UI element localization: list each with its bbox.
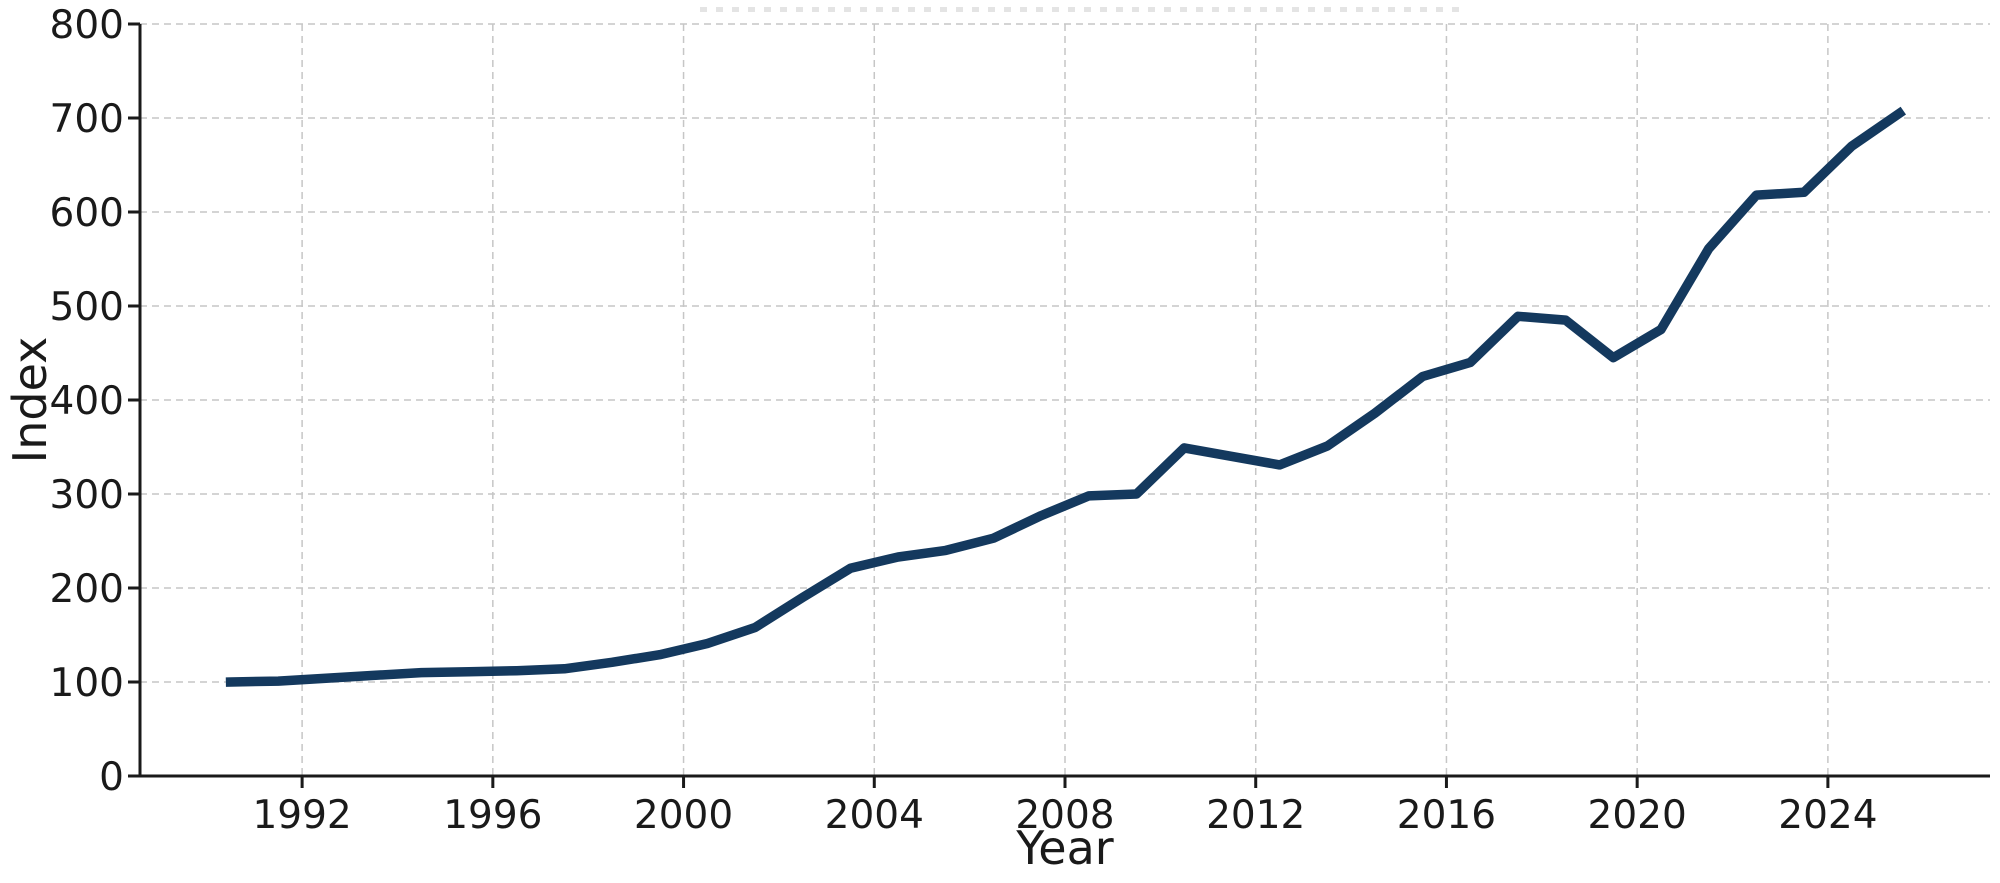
y-axis-title: Index	[3, 337, 57, 464]
x-tick-label-2008: 2008	[1015, 793, 1114, 838]
x-tick-label-2004: 2004	[825, 793, 924, 838]
y-tick-label-0: 0	[99, 755, 124, 800]
y-tick-label-800: 800	[50, 3, 124, 48]
y-tick-label-700: 700	[50, 97, 124, 142]
x-tick-label-1996: 1996	[443, 793, 542, 838]
y-tick-label-100: 100	[50, 661, 124, 706]
gridlines	[140, 23, 1990, 777]
x-tick-label-1992: 1992	[252, 793, 351, 838]
tick-marks	[128, 22, 1830, 788]
series-line-index	[225, 106, 1907, 687]
x-axis-title: Year	[1015, 821, 1113, 875]
x-tick-label-2012: 2012	[1206, 793, 1305, 838]
tick-labels: 0 100 200 300 400 500 600 700 800 1992 1996 2000 200…	[50, 3, 1878, 838]
x-tick-label-2000: 2000	[634, 793, 733, 838]
y-tick-label-400: 400	[50, 379, 124, 424]
x-tick-label-2020: 2020	[1588, 793, 1687, 838]
x-tick-label-2024: 2024	[1778, 793, 1877, 838]
x-tick-label-2016: 2016	[1397, 793, 1496, 838]
y-tick-label-300: 300	[50, 473, 124, 518]
y-tick-label-600: 600	[50, 191, 124, 236]
y-tick-label-200: 200	[50, 567, 124, 612]
y-tick-label-500: 500	[50, 285, 124, 330]
